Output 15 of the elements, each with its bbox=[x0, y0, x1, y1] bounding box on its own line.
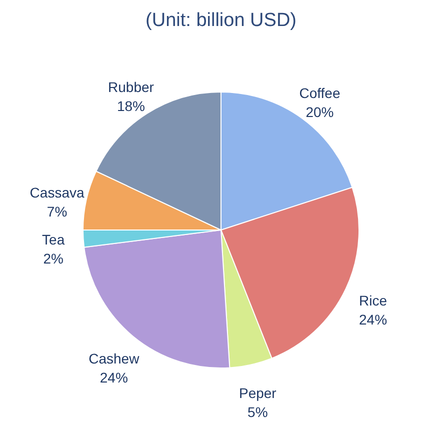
data-label: 24% bbox=[358, 312, 388, 328]
data-label: 20% bbox=[306, 104, 334, 120]
slice-label: Cassava bbox=[30, 184, 84, 200]
data-label: 2% bbox=[43, 250, 64, 267]
slice-label: Peper bbox=[238, 384, 277, 401]
slice-label: Rubber bbox=[108, 79, 154, 96]
slice-label: Coffee bbox=[299, 85, 340, 102]
slice-label: Rice bbox=[359, 292, 388, 309]
data-label: 5% bbox=[248, 404, 268, 420]
slice-label: Cashew bbox=[88, 350, 140, 366]
data-label: 7% bbox=[46, 203, 68, 220]
chart-title: (Unit: billion USD) bbox=[146, 10, 296, 31]
slice-label: Tea bbox=[42, 232, 65, 248]
data-label: 18% bbox=[116, 98, 145, 114]
data-label: 24% bbox=[100, 369, 128, 386]
